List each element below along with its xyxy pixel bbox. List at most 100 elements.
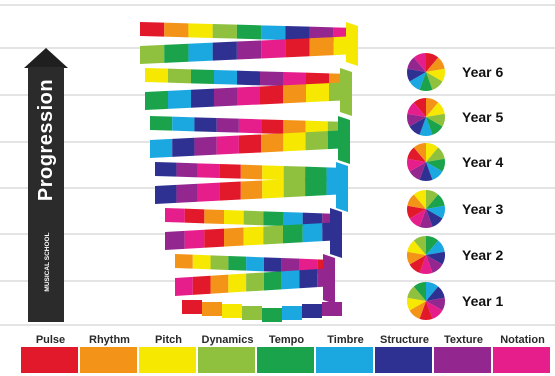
spiral-front-segment [283,224,303,244]
legend-swatch [80,347,137,373]
wheel-slice [426,162,443,180]
wheel-slice [407,205,426,219]
wheel-slice [426,98,439,117]
spiral-back-segment [175,254,193,269]
legend-label: Timbre [327,334,364,346]
spiral-back-segment [263,211,283,226]
spiral-back-segment [214,70,237,85]
spiral-back-segment [192,254,211,270]
spiral-back-segment [228,256,247,271]
year-label: Year 2 [462,247,504,263]
wheel-slice [409,209,426,227]
arrow-head [24,48,68,68]
legend-swatch [21,347,78,373]
wheel-slice [419,301,433,320]
spiral-back-segment [236,24,262,40]
wheel-slice [419,117,433,136]
legend-label: Pulse [35,334,66,346]
spiral-front-segment [219,181,241,201]
wheel-slice [426,190,439,209]
wheel-slice [419,72,433,91]
spiral-edge-segment [330,208,342,258]
spiral-back-segment [197,163,220,178]
year-label: Year 6 [462,64,504,80]
spiral-back-segment [261,25,286,40]
legend-swatch [139,347,196,373]
spiral-back-segment [243,210,264,226]
spiral-back-segment [262,165,284,180]
spiral-back-segment [140,22,165,37]
spiral-front-segment [228,273,247,293]
spiral-front-segment [243,226,264,246]
spiral-back-segment [188,23,213,38]
spiral-front-segment [240,180,263,200]
spiral-base-segment [242,306,262,320]
spiral-front-segment [140,44,165,64]
spiral-front-segment [261,39,286,59]
spiral-back-segment [283,166,306,181]
spiral-back-segment [184,208,205,224]
spiral-back-segment [224,210,244,225]
spiral-back-segment [238,118,262,134]
wheel-slice [407,147,426,162]
spiral-front-segment [176,183,198,203]
wheel-slice [407,158,426,172]
spiral-back-segment [281,258,300,273]
spiral-front-segment [191,88,214,108]
spiral-edge-segment [323,254,335,304]
wheel-slice [426,117,443,135]
arrow-shaft [28,67,64,322]
wheel-slice [407,194,426,209]
wheel-slice [426,158,445,172]
spiral-back-segment [263,257,282,272]
school-logo-text: MUSICAL SCHOOL [44,232,51,292]
spiral-back-segment [145,68,168,83]
spiral-front-segment [261,133,284,153]
spiral-front-segment [212,41,237,61]
legend-swatch [375,347,432,373]
wheel-slice [426,282,439,301]
spiral-edge-segment [346,22,358,66]
spiral-front-segment [155,184,177,204]
wheel-slice [426,301,443,319]
spiral-front-segment [164,43,189,63]
wheel-slice [407,57,426,72]
spiral-front-segment [168,89,191,109]
spiral-front-segment [283,84,306,104]
spiral-front-segment [192,275,211,295]
spiral-front-segment [237,86,260,106]
spiral-back-segment [176,162,198,178]
wheel-slice [407,240,426,255]
spiral-front-segment [236,40,262,60]
wheel-slice [426,147,445,162]
wheel-slice [426,286,445,301]
wheel-slice [413,282,426,301]
spiral-front-segment [145,90,168,110]
wheel-slice [426,194,445,209]
spiral-back-segment [237,70,260,86]
spiral-back-segment [261,119,284,134]
year-label: Year 1 [462,293,504,309]
spiral-back-segment [204,209,224,224]
spiral-back-segment [191,69,214,84]
wheel-slice [426,143,439,162]
spiral-front-segment [172,137,195,157]
wheel-slice [419,255,433,274]
wheel-slice [426,209,443,227]
spiral-front-segment [224,227,244,247]
legend-label: Tempo [268,334,305,346]
wheel-slice [419,162,433,181]
spiral-base-segment [262,308,282,322]
spiral-base-segment [202,302,222,316]
spiral-front-segment [306,83,329,103]
spiral-back-segment [219,164,241,179]
legend-swatch [493,347,550,373]
spiral-back-segment [150,116,173,131]
wheel-slice [419,209,433,228]
wheel-slice [426,113,445,127]
spiral-back-segment [260,71,283,86]
wheel-slice [426,297,445,311]
spiral-front-segment [305,131,328,151]
spiral-edge-segment [336,162,348,212]
